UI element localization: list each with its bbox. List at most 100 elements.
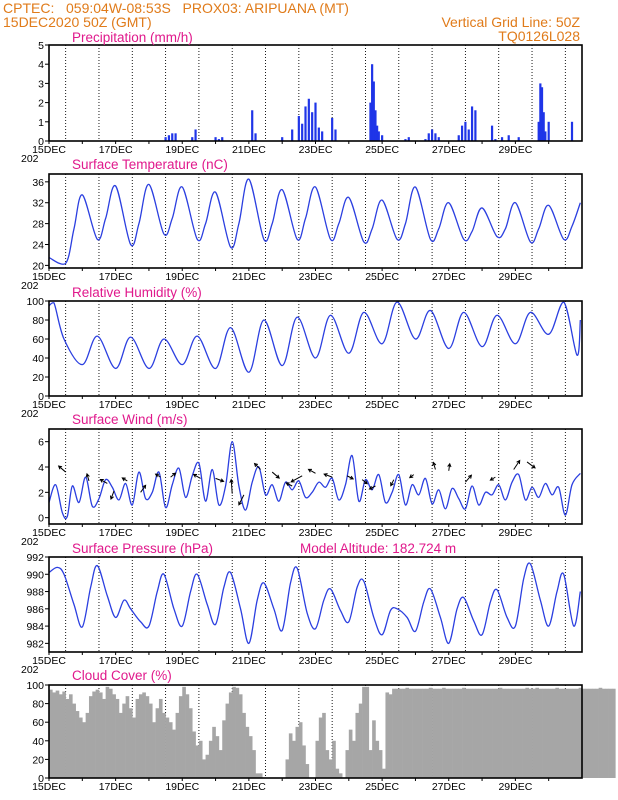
cloud-bar bbox=[532, 688, 536, 778]
panel-2: 0 20 40 60 80 100 15DEC 17DEC 19DEC 21DEC 23DEC 25D… bbox=[21, 285, 583, 420]
cloud-bar bbox=[242, 712, 246, 778]
precip-bar bbox=[437, 137, 440, 141]
wind-arrow bbox=[408, 474, 415, 479]
precip-bar bbox=[377, 131, 380, 141]
cloud-bar bbox=[395, 688, 400, 778]
cloud-bar bbox=[332, 740, 336, 778]
cloud-bar bbox=[518, 688, 523, 778]
wind-arrow bbox=[57, 465, 66, 473]
cloud-bar bbox=[72, 703, 76, 778]
header-line-2: 15DEC2020 50Z (GMT) bbox=[3, 14, 152, 30]
cloud-bar bbox=[202, 759, 206, 778]
cloud-bar bbox=[485, 688, 490, 778]
wind-arrow bbox=[154, 473, 161, 478]
cloud-bar bbox=[388, 694, 393, 778]
precip-bar bbox=[167, 135, 171, 141]
cloud-bar bbox=[225, 703, 230, 778]
precip-bar bbox=[464, 121, 467, 141]
precip-bar bbox=[321, 131, 324, 141]
x-tick-label: 17DEC bbox=[99, 271, 133, 283]
wind-arrow bbox=[85, 472, 90, 482]
cloud-bar bbox=[228, 692, 233, 778]
x-tick-label: 17DEC bbox=[99, 655, 133, 667]
cloud-bar bbox=[565, 688, 569, 778]
cloud-bar bbox=[68, 694, 73, 778]
cloud-bar bbox=[135, 698, 140, 778]
cloud-bar bbox=[482, 688, 486, 778]
precip-bar bbox=[281, 137, 284, 141]
year-fragment-label: 202 bbox=[21, 664, 39, 676]
cloud-bar bbox=[178, 696, 183, 778]
y-tick-label: 992 bbox=[26, 552, 44, 564]
wind-arrow bbox=[253, 462, 261, 470]
cloud-bar bbox=[548, 688, 553, 778]
plot-frame bbox=[48, 173, 583, 269]
x-tick-label: 17DEC bbox=[99, 527, 133, 539]
cloud-bar bbox=[108, 688, 113, 778]
precip-bar bbox=[537, 121, 540, 141]
cloud-bar bbox=[285, 759, 290, 778]
cloud-bar bbox=[142, 692, 146, 778]
precip-bar bbox=[544, 131, 547, 141]
cloud-bar bbox=[392, 688, 396, 778]
precip-bar bbox=[291, 129, 294, 141]
cloud-bar bbox=[295, 726, 300, 778]
plot-frame bbox=[48, 428, 583, 525]
x-tick-label: 27DEC bbox=[432, 144, 466, 156]
cloud-bar bbox=[192, 731, 196, 778]
precip-bar bbox=[500, 137, 504, 141]
precip-bar bbox=[331, 117, 334, 141]
cloud-bar bbox=[398, 688, 403, 778]
y-tick-label: 80 bbox=[32, 315, 44, 327]
cloud-bar bbox=[85, 712, 90, 778]
wind-arrow bbox=[465, 474, 473, 483]
cloud-bar bbox=[215, 736, 220, 778]
cloud-bar bbox=[595, 688, 599, 778]
precip-bar bbox=[307, 98, 310, 141]
cloud-bar bbox=[498, 687, 503, 778]
precip-bar bbox=[542, 112, 545, 141]
precip-bar bbox=[517, 137, 520, 141]
precip-bar bbox=[470, 106, 474, 141]
cloud-bar bbox=[145, 696, 150, 778]
precip-bar bbox=[314, 102, 317, 141]
y-tick-label: 20 bbox=[32, 754, 44, 766]
cloud-bar bbox=[322, 712, 326, 778]
cloud-bar bbox=[175, 712, 180, 778]
cloud-bar bbox=[62, 691, 66, 778]
wind-arrow bbox=[238, 494, 245, 506]
cloud-bar bbox=[598, 687, 603, 778]
cloud-bar bbox=[465, 688, 470, 778]
cloud-bar bbox=[288, 733, 293, 778]
cloud-bar bbox=[208, 740, 213, 778]
precip-bar bbox=[424, 139, 427, 141]
x-tick-label: 29DEC bbox=[498, 271, 532, 283]
cloud-bar bbox=[562, 688, 566, 778]
cloud-bar bbox=[368, 750, 373, 778]
y-tick-label: 60 bbox=[32, 717, 44, 729]
cloud-bar bbox=[375, 740, 380, 778]
x-tick-label: 21DEC bbox=[232, 144, 266, 156]
x-tick-label: 29DEC bbox=[498, 144, 532, 156]
cloud-bar bbox=[355, 712, 360, 778]
cloud-bar bbox=[155, 708, 160, 778]
cloud-bar bbox=[462, 687, 466, 778]
x-tick-label: 19DEC bbox=[165, 399, 199, 411]
x-tick-label: 19DEC bbox=[165, 655, 199, 667]
precip-bar bbox=[317, 127, 320, 141]
cloud-bar bbox=[528, 688, 533, 778]
precip-bar bbox=[434, 133, 437, 141]
year-fragment-label: 202 bbox=[21, 153, 39, 165]
cloud-bar bbox=[58, 694, 63, 778]
wind-arrow bbox=[121, 477, 128, 482]
cloud-bar bbox=[82, 722, 86, 778]
y-tick-label: 24 bbox=[32, 240, 44, 252]
cloud-bar bbox=[65, 698, 70, 778]
cloud-bar bbox=[338, 773, 343, 778]
wind-arrow bbox=[489, 476, 496, 481]
y-tick-label: 60 bbox=[32, 334, 44, 346]
cloud-bar bbox=[148, 703, 153, 778]
cloud-bar bbox=[245, 726, 250, 778]
cloud-bar bbox=[112, 694, 116, 778]
precip-bar bbox=[334, 129, 337, 141]
